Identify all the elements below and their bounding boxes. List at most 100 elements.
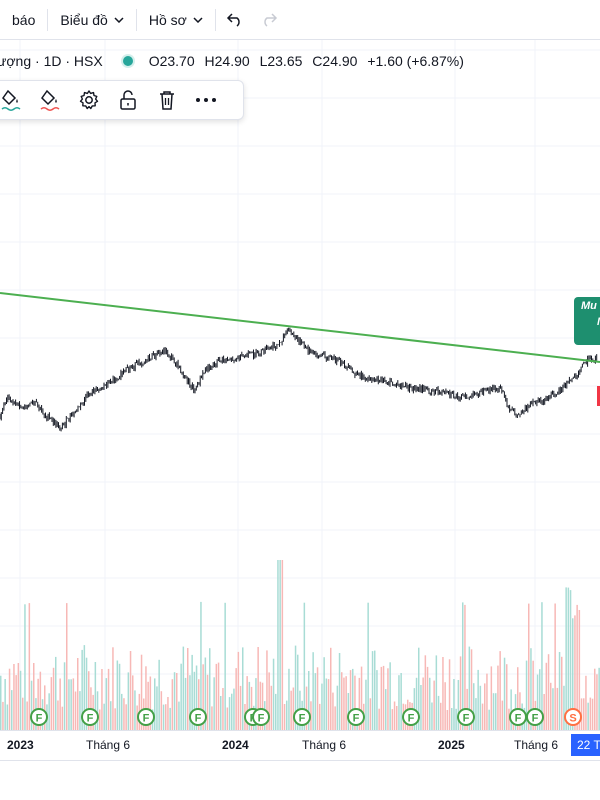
volume-bar: [257, 647, 259, 730]
fundamental-signal-badge[interactable]: F: [457, 708, 475, 726]
volume-bar: [470, 649, 473, 730]
volume-bar: [202, 664, 204, 730]
volume-bar: [121, 693, 123, 730]
volume-bar: [349, 670, 352, 730]
volume-bar: [378, 708, 380, 730]
volume-bar: [162, 704, 165, 730]
volume-bar: [385, 689, 387, 730]
sell-signal-badge[interactable]: S: [564, 708, 582, 726]
fundamental-signal-badge[interactable]: F: [347, 708, 365, 726]
volume-bar: [323, 657, 325, 730]
volume-bar: [550, 682, 552, 730]
volume-bar: [72, 678, 75, 730]
fundamental-signal-badge[interactable]: F: [509, 708, 527, 726]
symbol-legend: ượng · 1D · HSX O23.70 H24.90 L23.65 C24…: [0, 50, 470, 72]
fundamental-signal-badge[interactable]: F: [81, 708, 99, 726]
volume-bar: [224, 602, 226, 730]
fill-color-button[interactable]: [30, 81, 69, 119]
volume-bar: [365, 679, 367, 730]
volume-bar: [200, 601, 202, 730]
volume-bar: [222, 688, 224, 730]
volume-bar: [440, 702, 442, 730]
fundamental-signal-badge[interactable]: F: [137, 708, 155, 726]
volume-bar: [180, 663, 182, 730]
delete-button[interactable]: [147, 81, 186, 119]
report-menu[interactable]: báo: [0, 0, 47, 40]
signal-badge-label: F: [36, 713, 43, 725]
volume-bar: [118, 663, 121, 730]
volume-bar: [303, 602, 306, 730]
volume-bar: [433, 680, 435, 730]
volume-bar: [316, 667, 319, 730]
volume-bar: [165, 704, 167, 730]
volume-bar: [116, 660, 119, 730]
fill-bucket-red-icon: [40, 89, 59, 111]
volume-bar: [206, 674, 209, 730]
volume-bar: [114, 708, 116, 730]
volume-bar: [160, 691, 163, 730]
volume-bar: [215, 663, 218, 730]
volume-bar: [255, 678, 257, 730]
volume-bar: [325, 678, 328, 730]
volume-bar: [552, 688, 554, 730]
fundamental-signal-badge[interactable]: F: [189, 708, 207, 726]
fundamental-signal-badge[interactable]: F: [526, 708, 544, 726]
price-chart[interactable]: FFFFFFFFFFFFS: [0, 40, 600, 730]
volume-bar: [169, 707, 171, 730]
volume-bar: [226, 707, 229, 730]
sell-signal-marker[interactable]: [597, 386, 600, 406]
volume-bar: [510, 689, 512, 730]
volume-bar: [424, 655, 427, 730]
time-axis[interactable]: 2023 Tháng 6 2024 Tháng 6 2025 Tháng 6 2…: [0, 730, 600, 760]
more-button[interactable]: [186, 81, 225, 119]
fundamental-signal-badge[interactable]: F: [252, 708, 270, 726]
volume-bar: [96, 691, 99, 730]
volume-bar: [288, 668, 290, 730]
trash-icon: [159, 91, 174, 110]
signal-badge-label: F: [463, 713, 470, 725]
fundamental-signal-badge[interactable]: F: [402, 708, 420, 726]
settings-button[interactable]: [69, 81, 108, 119]
volume-bar: [486, 673, 488, 730]
volume-bar: [336, 685, 339, 730]
toolbar-divider: [47, 8, 49, 31]
volume-bar: [437, 695, 440, 730]
volume-bar: [508, 708, 510, 730]
volume-bar: [462, 602, 464, 730]
volume-bar: [171, 679, 174, 730]
volume-bar: [286, 700, 288, 730]
volume-bar: [565, 587, 567, 730]
time-tick-june-2025: Tháng 6: [514, 738, 559, 752]
volume-bar: [369, 698, 372, 730]
volume-bar: [88, 671, 90, 730]
redo-button[interactable]: [252, 0, 288, 40]
signal-badge-label: F: [258, 713, 265, 725]
volume-bar: [387, 668, 389, 730]
line-color-button[interactable]: [0, 81, 30, 119]
volume-bar: [543, 694, 545, 730]
volume-bar: [446, 710, 449, 730]
chart-menu[interactable]: Biểu đồ: [48, 0, 135, 40]
volume-bar: [448, 659, 451, 730]
volume-bar: [442, 657, 444, 730]
volume-bar: [167, 697, 169, 730]
volume-bar: [455, 708, 457, 730]
symbol-info[interactable]: ượng · 1D · HSX: [0, 53, 103, 69]
fundamental-signal-badge[interactable]: F: [30, 708, 48, 726]
undo-button[interactable]: [216, 0, 252, 40]
buy-signal-label[interactable]: Mu M: [574, 297, 600, 345]
volume-bar: [396, 706, 398, 730]
high-value: H24.90: [204, 53, 250, 69]
volume-bar: [321, 683, 323, 730]
lock-button[interactable]: [108, 81, 147, 119]
volume-bar: [281, 560, 284, 730]
fundamental-signal-badge[interactable]: F: [293, 708, 311, 726]
volume-bar: [187, 648, 189, 730]
time-tick-2025: 2025: [438, 738, 465, 752]
volume-bar: [556, 687, 559, 730]
volume-bar: [334, 706, 336, 730]
volume-bar: [589, 697, 592, 730]
profile-menu[interactable]: Hồ sơ: [137, 0, 215, 40]
volume-bar: [468, 646, 471, 730]
volume-bar: [400, 673, 402, 730]
